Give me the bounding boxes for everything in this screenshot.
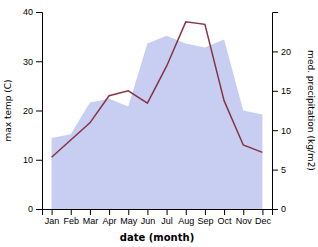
- axis-line: [273, 13, 279, 210]
- area: [52, 36, 263, 209]
- tick: 10: [23, 155, 42, 165]
- tick-mark: [147, 209, 148, 215]
- marks: [52, 22, 263, 209]
- tick-mark: [243, 209, 244, 215]
- tick-mark: [272, 51, 278, 52]
- y-axis-title: max temp (C): [3, 79, 13, 141]
- tick-label: 30: [23, 57, 33, 67]
- tick-label: May: [120, 216, 138, 226]
- tick-mark: [36, 160, 42, 161]
- tick-mark: [272, 130, 278, 131]
- tick-mark: [167, 209, 168, 215]
- tick: 20: [23, 106, 42, 116]
- tick: Oct: [218, 209, 233, 226]
- tick-label: 0: [281, 204, 286, 214]
- tick-label: 40: [23, 7, 33, 17]
- tick: 20: [272, 47, 291, 57]
- tick-mark: [128, 209, 129, 215]
- chart: JanFeb Mar AprMayJun Jul AugSep OctNovDec 0 10 2…: [0, 0, 318, 247]
- tick: Feb: [63, 209, 79, 226]
- tick-mark: [272, 170, 278, 171]
- plot: JanFeb Mar AprMayJun Jul AugSep OctNovDec 0 10 2…: [23, 7, 291, 226]
- tick-label: Jan: [45, 216, 60, 226]
- tick: Apr: [103, 209, 117, 226]
- tick: Mar: [83, 209, 99, 226]
- y-axis: 0 10 20 30 40: [23, 7, 43, 214]
- tick-label: 15: [281, 86, 291, 96]
- tick: Jul: [161, 209, 173, 226]
- tick-label: Feb: [63, 216, 79, 226]
- tick-label: 5: [281, 165, 286, 175]
- tick-mark: [36, 209, 42, 210]
- tick: 0: [272, 204, 286, 214]
- y2-axis-title: med. precipitation (kg/m2): [306, 50, 316, 171]
- tick-label: Mar: [83, 216, 99, 226]
- tick: 10: [272, 126, 291, 136]
- x-axis: JanFeb Mar AprMayJun Jul AugSep OctNovDec: [43, 209, 273, 226]
- tick-label: Apr: [103, 216, 117, 226]
- axis-line: [43, 210, 273, 216]
- tick-label: Sep: [197, 216, 213, 226]
- tick: Jun: [141, 209, 156, 226]
- tick-label: 20: [281, 47, 291, 57]
- tick: 30: [23, 57, 42, 67]
- line: [52, 22, 263, 157]
- tick-mark: [52, 209, 53, 215]
- tick-mark: [186, 209, 187, 215]
- tick-mark: [272, 209, 278, 210]
- tick-label: Jul: [161, 216, 173, 226]
- tick: 40: [23, 7, 42, 17]
- tick: 5: [272, 165, 286, 175]
- tick: Dec: [255, 209, 272, 226]
- x-axis-title: date (month): [120, 232, 194, 243]
- tick-mark: [71, 209, 72, 215]
- tick-label: Dec: [255, 216, 272, 226]
- y2-axis: 0 5 10 15 20: [272, 13, 291, 215]
- tick-mark: [36, 12, 42, 13]
- tick-label: 10: [23, 155, 33, 165]
- tick-mark: [272, 91, 278, 92]
- tick-mark: [109, 209, 110, 215]
- tick-label: 10: [281, 126, 291, 136]
- tick-label: 20: [23, 106, 33, 116]
- tick-mark: [262, 209, 263, 215]
- tick-mark: [205, 209, 206, 215]
- tick: Aug: [178, 209, 194, 226]
- tick-mark: [36, 61, 42, 62]
- tick-mark: [90, 209, 91, 215]
- tick: Jan: [45, 209, 60, 226]
- tick: May: [120, 209, 138, 226]
- tick-label: Oct: [218, 216, 233, 226]
- tick-label: Jun: [141, 216, 156, 226]
- tick: Sep: [197, 209, 213, 226]
- tick-label: Aug: [178, 216, 194, 226]
- axis-line: [36, 13, 43, 210]
- tick-label: 0: [28, 204, 33, 214]
- tick-mark: [36, 111, 42, 112]
- tick-label: Nov: [236, 216, 253, 226]
- tick-mark: [224, 209, 225, 215]
- tick: 15: [272, 86, 291, 96]
- tick: 0: [28, 204, 42, 214]
- tick: Nov: [236, 209, 253, 226]
